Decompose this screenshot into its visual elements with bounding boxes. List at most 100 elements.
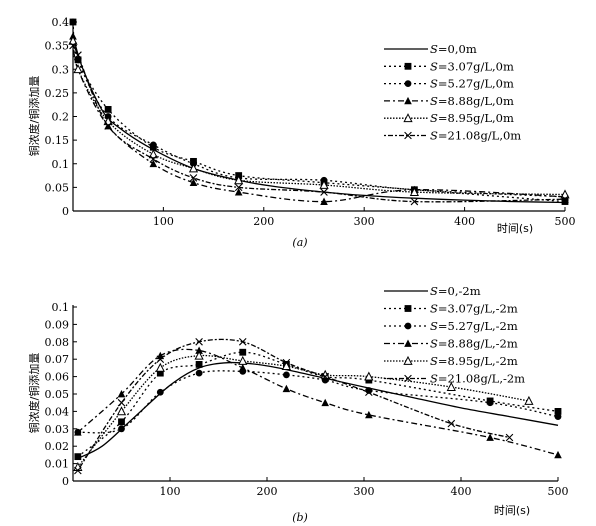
data-point-marker: [234, 183, 243, 192]
y-tick-label: 0.4: [52, 16, 70, 29]
legend-marker: [404, 80, 412, 87]
y-axis-title: 铜浓度/铜添加量: [27, 76, 41, 157]
legend-label: S=5.27g/L,0m: [430, 77, 514, 91]
series-5: [68, 35, 570, 199]
series-line: [77, 348, 559, 456]
y-tick-label: 0.1: [52, 301, 70, 314]
data-point-marker: [283, 371, 290, 379]
data-point-marker: [116, 406, 127, 416]
x-tick-label: 400: [454, 215, 475, 228]
data-point-marker: [561, 195, 569, 203]
data-point-marker: [194, 350, 204, 360]
x-tick-label: 100: [160, 485, 181, 498]
y-tick-label: 0.02: [45, 440, 70, 453]
series-1: [77, 361, 559, 459]
series-line: [77, 354, 530, 468]
data-point-marker: [320, 197, 328, 205]
series-6: [74, 338, 514, 475]
panel-label: (b): [292, 511, 308, 524]
data-point-marker: [195, 361, 203, 368]
y-tick-label: 0.09: [45, 318, 70, 331]
series-line: [72, 36, 566, 204]
data-point-marker: [561, 198, 569, 205]
data-point-marker: [156, 351, 165, 360]
data-point-marker: [554, 450, 562, 459]
data-point-marker: [155, 362, 165, 372]
series-6: [69, 41, 569, 206]
series-3: [69, 18, 569, 201]
data-point-marker: [195, 338, 203, 346]
data-point-marker: [104, 106, 112, 113]
x-tick-label: 100: [153, 215, 174, 228]
legend-label: S=21.08g/L,0m: [430, 129, 521, 143]
y-axis-title: 铜浓度/铜添加量: [27, 353, 41, 434]
legend-marker: [404, 305, 412, 312]
data-point-marker: [117, 390, 126, 398]
y-tick-label: 0.15: [45, 134, 70, 147]
data-point-marker: [447, 419, 456, 428]
y-tick-label: 0: [62, 205, 69, 218]
data-point-marker: [69, 41, 77, 50]
series-line: [77, 338, 510, 471]
data-point-marker: [234, 175, 244, 185]
series-line: [77, 370, 559, 434]
legend-marker: [403, 113, 413, 123]
y-tick-label: 0.04: [45, 405, 70, 418]
x-axis-title: 时间(s): [494, 504, 530, 517]
y-tick-label: 0.25: [45, 87, 70, 100]
data-point-marker: [188, 163, 199, 173]
legend-marker: [404, 339, 412, 347]
data-point-marker: [238, 355, 248, 365]
y-tick-label: 0.06: [45, 371, 70, 384]
data-point-marker: [486, 399, 494, 407]
y-tick-label: 0.2: [52, 111, 70, 124]
data-point-marker: [149, 141, 157, 149]
data-point-marker: [156, 355, 165, 363]
legend-label: S=8.95g/L,0m: [430, 111, 514, 125]
data-point-marker: [73, 64, 83, 74]
data-point-marker: [189, 178, 198, 187]
data-point-marker: [118, 425, 125, 433]
legend-marker: [404, 374, 412, 383]
data-point-marker: [195, 346, 203, 354]
data-point-marker: [409, 187, 420, 196]
data-point-marker: [524, 395, 534, 405]
x-tick-label: 200: [257, 485, 278, 498]
series-line: [72, 21, 566, 203]
x-tick-label: 200: [253, 215, 274, 228]
data-point-marker: [149, 155, 158, 163]
data-point-marker: [118, 418, 125, 426]
x-tick-label: 300: [354, 485, 375, 498]
data-point-marker: [156, 369, 164, 377]
legend-label: S=0,-2m: [430, 284, 481, 298]
data-point-marker: [74, 453, 82, 461]
legend-label: S=0,0m: [430, 42, 477, 56]
x-axis-title: 时间(s): [497, 222, 533, 235]
y-tick-label: 0.01: [45, 458, 70, 471]
data-point-marker: [505, 433, 514, 442]
data-point-marker: [195, 369, 203, 377]
data-point-marker: [410, 197, 419, 206]
data-point-marker: [554, 413, 562, 421]
legend-marker: [404, 131, 412, 140]
data-point-marker: [446, 381, 456, 391]
data-point-marker: [281, 361, 292, 371]
data-point-marker: [239, 348, 247, 356]
data-point-marker: [554, 408, 562, 415]
panel-label: (a): [292, 236, 307, 249]
data-point-marker: [156, 388, 164, 396]
y-tick-label: 0: [62, 475, 69, 488]
legend-label: S=8.88g/L,0m: [430, 94, 514, 108]
legend-label: S=5.27g/L,-2m: [430, 319, 518, 333]
data-point-marker: [560, 189, 570, 199]
y-tick-label: 0.3: [52, 63, 70, 76]
data-point-marker: [74, 51, 82, 59]
chart-panel-a: 100 200 300 400 500 0 0.05 0.1 0.15 0.2 0.25 0.3 0.3…: [27, 16, 576, 249]
x-tick-label: 400: [451, 485, 472, 498]
y-tick-label: 0.07: [45, 353, 70, 366]
series-line: [77, 361, 559, 459]
data-point-marker: [74, 466, 82, 475]
data-point-marker: [74, 56, 82, 64]
legend-label: S=3.07g/L,-2m: [430, 302, 518, 316]
data-point-marker: [321, 398, 329, 407]
